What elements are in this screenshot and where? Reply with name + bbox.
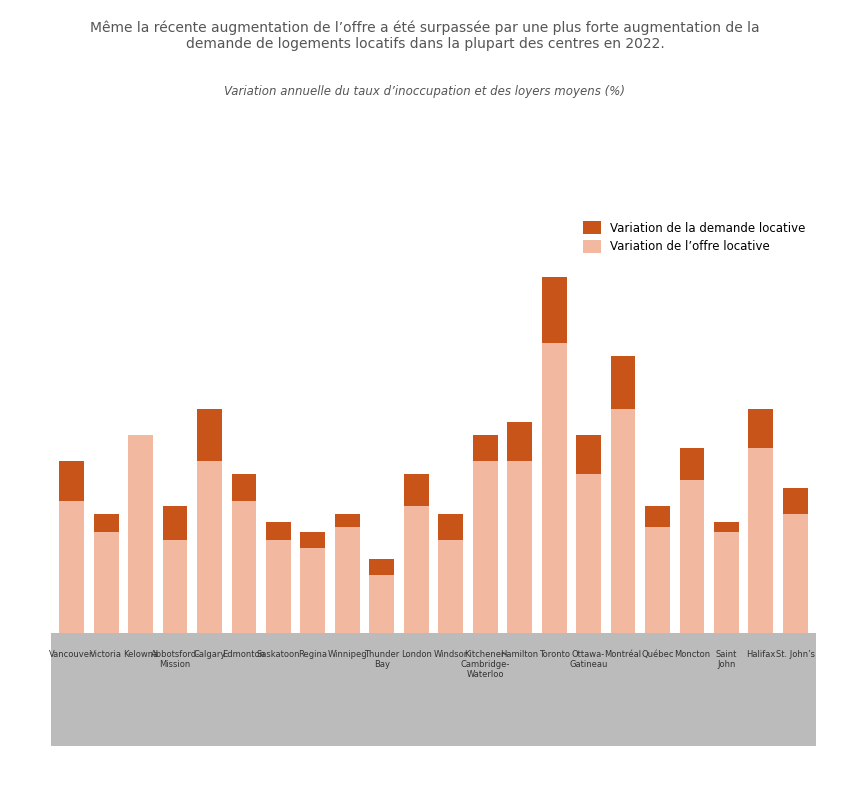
Bar	[197, 409, 222, 633]
Bar	[473, 461, 497, 633]
Bar	[439, 514, 463, 633]
Bar	[404, 474, 428, 633]
Bar	[231, 500, 257, 633]
Bar	[749, 409, 774, 633]
Bar	[94, 533, 118, 633]
Bar	[404, 506, 428, 633]
Text: Windsor: Windsor	[434, 650, 468, 659]
Text: Thunder
Bay: Thunder Bay	[364, 650, 400, 669]
Bar	[370, 574, 394, 633]
Bar	[335, 527, 360, 633]
Text: Vancouver: Vancouver	[49, 650, 94, 659]
Bar	[783, 514, 808, 633]
Bar	[610, 356, 636, 633]
Bar	[335, 514, 360, 633]
Bar	[266, 540, 291, 633]
Bar	[541, 277, 566, 633]
Bar	[507, 461, 532, 633]
Text: Québec: Québec	[641, 650, 674, 659]
Bar	[439, 540, 463, 633]
Text: St. John’s: St. John’s	[776, 650, 815, 659]
Bar	[60, 461, 84, 633]
Bar	[94, 514, 118, 633]
Bar	[679, 480, 705, 633]
Text: Regina: Regina	[298, 650, 327, 659]
Bar	[301, 548, 326, 633]
Legend: Variation de la demande locative, Variation de l’offre locative: Variation de la demande locative, Variat…	[578, 217, 810, 258]
Text: Halifax: Halifax	[746, 650, 775, 659]
Bar	[645, 506, 670, 633]
Text: Saskatoon: Saskatoon	[257, 650, 300, 659]
Bar	[749, 448, 774, 633]
Bar	[679, 448, 705, 633]
Bar	[783, 487, 808, 633]
Bar	[162, 540, 188, 633]
Bar	[576, 474, 601, 633]
Bar	[60, 500, 84, 633]
Bar	[231, 474, 257, 633]
Bar	[610, 409, 636, 633]
Bar	[301, 533, 326, 633]
Text: Victoria: Victoria	[90, 650, 122, 659]
Bar	[266, 522, 291, 633]
Text: Toronto: Toronto	[539, 650, 570, 659]
Bar	[370, 559, 394, 633]
Bar	[473, 435, 497, 633]
Bar	[162, 506, 188, 633]
Text: London: London	[401, 650, 432, 659]
Text: Même la récente augmentation de l’offre a été surpassée par une plus forte augme: Même la récente augmentation de l’offre …	[90, 20, 760, 51]
Bar	[645, 527, 670, 633]
Bar	[714, 522, 739, 633]
Text: Winnipeg: Winnipeg	[327, 650, 367, 659]
Bar	[541, 342, 566, 633]
Text: Montréal: Montréal	[604, 650, 642, 659]
Text: Ottawa-
Gatineau: Ottawa- Gatineau	[570, 650, 608, 669]
Bar	[128, 496, 153, 633]
Text: Kelowna: Kelowna	[123, 650, 158, 659]
Bar	[714, 533, 739, 633]
Bar	[576, 435, 601, 633]
Text: Edmonton: Edmonton	[223, 650, 265, 659]
Text: Moncton: Moncton	[674, 650, 710, 659]
Text: Abbotsford-
Mission: Abbotsford- Mission	[150, 650, 200, 669]
Text: Calgary: Calgary	[193, 650, 226, 659]
Bar	[507, 422, 532, 633]
Text: Variation annuelle du taux d’inoccupation et des loyers moyens (%): Variation annuelle du taux d’inoccupatio…	[224, 85, 626, 98]
Text: Kitchener-
Cambridge-
Waterloo: Kitchener- Cambridge- Waterloo	[461, 650, 510, 680]
Bar	[197, 461, 222, 633]
Bar	[128, 435, 153, 633]
Text: Saint
John: Saint John	[716, 650, 737, 669]
Text: Hamilton: Hamilton	[501, 650, 539, 659]
